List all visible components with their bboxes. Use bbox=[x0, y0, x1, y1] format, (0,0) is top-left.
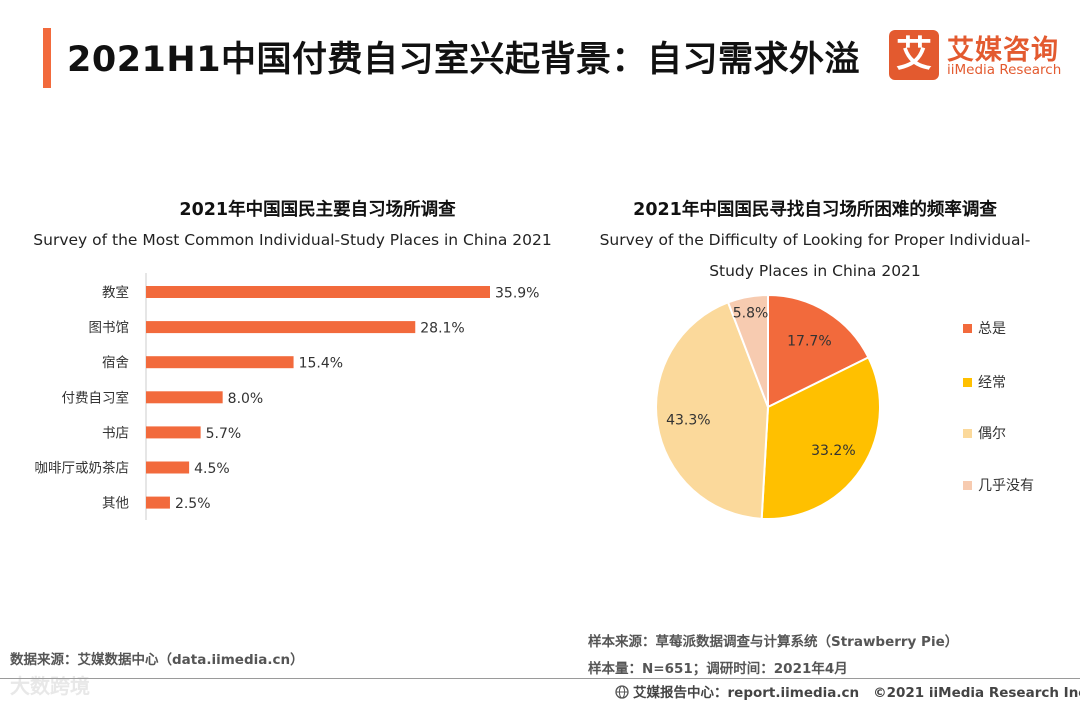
bar-value-label: 5.7% bbox=[206, 426, 242, 442]
bar-value-label: 4.5% bbox=[194, 461, 230, 477]
pie-value-label: 43.3% bbox=[666, 412, 710, 428]
pie-slice bbox=[655, 301, 770, 520]
copyright: ©2021 iiMedia Research Inc bbox=[873, 685, 1080, 701]
legend-label: 偶尔 bbox=[978, 426, 1006, 442]
footer-divider bbox=[0, 678, 1080, 679]
globe-icon bbox=[615, 685, 629, 699]
bar-value-label: 8.0% bbox=[228, 391, 264, 407]
bar-value-label: 15.4% bbox=[299, 356, 343, 372]
legend-swatch-often bbox=[963, 378, 972, 387]
bar-value-label: 2.5% bbox=[175, 496, 211, 512]
bar-category-label: 咖啡厅或奶茶店 bbox=[35, 461, 130, 477]
bar bbox=[146, 391, 223, 404]
pie-chart: 17.7% 33.2% 43.3% 5.8% bbox=[655, 293, 881, 520]
pie-chart-title: 2021年中国国民寻找自习场所困难的频率调查 bbox=[633, 200, 997, 220]
title-accent-bar bbox=[43, 28, 51, 88]
bar-category-label: 图书馆 bbox=[89, 320, 130, 336]
report-center-link[interactable]: 艾媒报告中心：report.iimedia.cn bbox=[633, 685, 860, 701]
pie-chart-subtitle-line1: Survey of the Difficulty of Looking for … bbox=[599, 231, 1031, 249]
bar-value-label: 28.1% bbox=[420, 321, 464, 337]
bar bbox=[146, 356, 294, 369]
legend-label: 经常 bbox=[978, 375, 1006, 391]
pie-slice bbox=[767, 293, 870, 409]
legend-label: 总是 bbox=[978, 321, 1006, 337]
bar bbox=[146, 496, 170, 509]
watermark: 大数跨境 bbox=[10, 674, 90, 698]
bar-chart-subtitle: Survey of the Most Common Individual-Stu… bbox=[33, 231, 552, 249]
legend-swatch-rarely bbox=[963, 481, 972, 490]
pie-value-label: 17.7% bbox=[787, 333, 831, 349]
bar-category-label: 书店 bbox=[102, 425, 129, 441]
bar-category-label: 付费自习室 bbox=[62, 389, 130, 406]
pie-value-label: 5.8% bbox=[733, 305, 769, 321]
sample-source: 样本来源：草莓派数据调查与计算系统（Strawberry Pie） bbox=[588, 634, 959, 650]
pie-chart-subtitle-line2: Study Places in China 2021 bbox=[709, 262, 921, 280]
page-title: 2021H1中国付费自习室兴起背景：自习需求外溢 bbox=[67, 40, 861, 80]
logo-name-en: iiMedia Research bbox=[947, 62, 1062, 78]
bar-chart-title: 2021年中国国民主要自习场所调查 bbox=[179, 200, 456, 220]
bar bbox=[146, 321, 416, 334]
legend-swatch-always bbox=[963, 324, 972, 333]
legend-swatch-sometimes bbox=[963, 429, 972, 438]
bar-category-label: 教室 bbox=[102, 284, 129, 301]
footer-report-center: 艾媒报告中心：report.iimedia.cn ©2021 iiMedia Re… bbox=[615, 681, 1080, 701]
logo-mark-icon: 艾 bbox=[889, 30, 939, 80]
bar-value-label: 35.9% bbox=[495, 286, 539, 302]
bar bbox=[146, 286, 490, 298]
iimedia-logo: 艾 艾媒咨询 iiMedia Research bbox=[889, 30, 1064, 84]
bar-chart: 教室 35.9% 图书馆 28.1% 宿舍 15.4% 付费自习室 8.0% 书店 5.7% 咖啡厅… bbox=[35, 273, 539, 520]
bar bbox=[146, 461, 190, 474]
bar-category-label: 宿舍 bbox=[102, 354, 129, 371]
data-source: 数据来源：艾媒数据中心（data.iimedia.cn） bbox=[10, 652, 304, 668]
sample-size: 样本量：N=651；调研时间：2021年4月 bbox=[588, 661, 848, 677]
pie-slice bbox=[760, 356, 881, 520]
logo-name-cn: 艾媒咨询 bbox=[947, 35, 1059, 66]
bar-category-label: 其他 bbox=[102, 496, 129, 512]
legend-label: 几乎没有 bbox=[978, 478, 1034, 494]
pie-slice bbox=[726, 293, 769, 408]
bar bbox=[146, 426, 201, 439]
pie-value-label: 33.2% bbox=[811, 443, 855, 459]
